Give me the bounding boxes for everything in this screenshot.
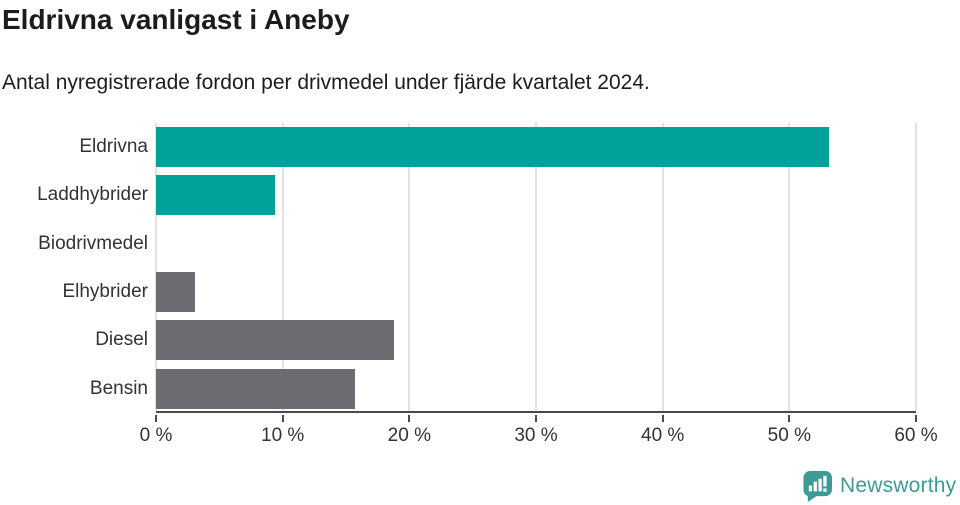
category-label: Elhybrider xyxy=(62,280,148,302)
gridline xyxy=(788,123,791,411)
gridline xyxy=(155,123,157,411)
plot-area xyxy=(155,123,917,413)
bar-eldrivna xyxy=(156,127,829,168)
category-label: Biodrivmedel xyxy=(38,232,148,254)
x-axis-labels: 0 % 10 % 20 % 30 % 40 % 50 % 60 % xyxy=(140,425,938,449)
category-label: Eldrivna xyxy=(79,136,148,157)
newsworthy-logo-icon xyxy=(803,470,833,502)
category-label: Bensin xyxy=(89,377,148,399)
bar-row xyxy=(156,268,916,316)
bar-row xyxy=(156,123,916,171)
x-axis-tick xyxy=(661,415,664,422)
x-axis-tick xyxy=(535,415,537,422)
x-axis-tick xyxy=(281,415,284,422)
x-axis-tick xyxy=(408,415,411,422)
x-axis-tick-label: 30 % xyxy=(514,425,558,446)
gridline xyxy=(535,123,537,411)
gridline xyxy=(408,123,411,411)
x-axis-tick-label: 10 % xyxy=(261,425,305,446)
x-axis-ticks xyxy=(155,415,917,423)
brand: Newsworthy xyxy=(802,470,956,502)
x-axis-tick xyxy=(788,415,791,422)
bar-diesel xyxy=(156,320,395,361)
gridline xyxy=(661,123,664,411)
bar-row xyxy=(156,220,916,268)
gridline xyxy=(281,123,284,411)
x-axis-tick-label: 60 % xyxy=(894,425,938,446)
bar-laddhybrider xyxy=(156,175,276,216)
x-axis-tick-label: 40 % xyxy=(641,425,685,446)
gridline xyxy=(915,123,917,411)
y-axis-labels: Eldrivna Laddhybrider Biodrivmedel Elhybrid… xyxy=(0,123,148,413)
x-axis-tick xyxy=(915,415,917,422)
category-label: Laddhybrider xyxy=(37,184,148,206)
brand-label: Newsworthy xyxy=(840,474,957,497)
chart-title: Eldrivna vanligast i Aneby xyxy=(2,4,350,35)
bar-chart: Eldrivna Laddhybrider Biodrivmedel Elhybrid… xyxy=(0,123,960,453)
bar-elhybrider xyxy=(156,272,196,313)
bar-row xyxy=(156,316,916,364)
category-label: Diesel xyxy=(95,329,148,351)
x-axis-tick-label: 50 % xyxy=(767,425,811,446)
x-axis-tick-label: 0 % xyxy=(139,425,173,446)
x-axis-tick xyxy=(155,415,157,422)
bar-row xyxy=(156,365,916,413)
x-axis-tick-label: 20 % xyxy=(387,425,431,446)
bar-bensin xyxy=(156,368,355,409)
bar-row xyxy=(156,171,916,219)
chart-subtitle: Antal nyregistrerade fordon per drivmede… xyxy=(2,71,650,94)
